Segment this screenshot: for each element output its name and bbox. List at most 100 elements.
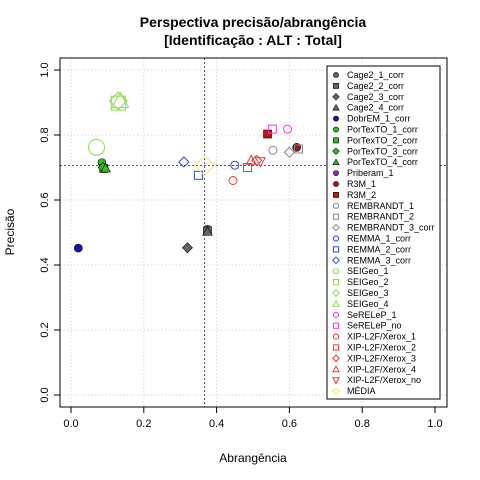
data-point	[182, 242, 193, 254]
legend-marker	[333, 137, 339, 144]
data-point	[283, 124, 293, 134]
legend-marker	[332, 289, 340, 297]
legend-label: SeRELeP_1	[347, 310, 397, 320]
data-point	[245, 154, 257, 165]
legend-marker	[333, 83, 339, 89]
data-point	[294, 144, 303, 154]
x-axis-label: Abrangência	[219, 451, 287, 465]
legend-label: PorTexTO_2_corr	[347, 135, 418, 145]
legend-marker	[333, 126, 339, 133]
legend-marker	[332, 387, 340, 396]
data-point	[193, 154, 216, 177]
legend-marker	[332, 93, 340, 101]
legend-box	[326, 65, 441, 400]
legend-marker	[332, 311, 340, 318]
legend-marker	[333, 192, 339, 198]
chart-title: Perspectiva precisão/abrangência	[140, 14, 367, 30]
data-point	[100, 162, 111, 173]
data-point	[110, 91, 130, 109]
legend-label: XIP-L2F/Xerox_1	[347, 332, 416, 342]
legend-marker	[333, 115, 339, 122]
legend-marker	[332, 299, 340, 307]
legend-marker	[332, 103, 340, 111]
data-points	[73, 91, 303, 254]
legend-marker	[332, 235, 340, 242]
legend-marker	[332, 223, 340, 232]
y-tick-label: 0.8	[39, 127, 51, 142]
legend-label: SEIGeo_2	[347, 277, 389, 287]
legend-marker	[333, 72, 339, 78]
legend-marker	[332, 158, 340, 165]
x-tick-label: 0.0	[63, 418, 78, 430]
chart-subtitle: [Identificação : ALT : Total]	[164, 32, 342, 48]
legend-label: PorTexTO_3_corr	[347, 146, 418, 156]
legend-marker	[332, 365, 340, 373]
y-tick-label: 0.0	[39, 387, 51, 402]
data-point	[73, 243, 83, 253]
legend-label: SEIGeo_4	[347, 299, 389, 309]
legend-label: MÉDIA	[347, 386, 376, 396]
legend-label: Priberam_1	[347, 168, 394, 178]
legend-label: Cage2_3_corr	[347, 92, 404, 102]
legend-label: REMBRANDT_1	[347, 201, 414, 211]
legend-label: REMMA_1_corr	[347, 234, 411, 244]
legend-label: XIP-L2F/Xerox_4	[347, 364, 416, 374]
legend-label: REMBRANDT_3_corr	[347, 223, 435, 233]
legend-marker	[333, 181, 339, 187]
data-point	[193, 170, 203, 180]
legend-marker	[332, 147, 340, 155]
y-tick-label: 1.0	[39, 62, 51, 77]
legend-marker	[332, 333, 340, 340]
data-point	[202, 226, 213, 236]
legend-label: XIP-L2F/Xerox_2	[347, 343, 416, 353]
data-point	[243, 163, 253, 172]
x-tick-label: 0.2	[136, 418, 151, 430]
legend-label: Cage2_4_corr	[347, 103, 404, 113]
legend-marker	[332, 279, 340, 286]
legend: Cage2_1_corrCage2_2_corrCage2_3_corrCage…	[326, 65, 441, 400]
x-tick-label: 0.6	[282, 418, 297, 430]
y-tick-label: 0.6	[39, 192, 51, 207]
data-point	[230, 160, 240, 170]
data-point	[254, 157, 266, 168]
y-tick-label: 0.2	[39, 322, 51, 337]
data-point	[267, 124, 277, 134]
x-axis: 0.0 0.2 0.4 0.6 0.8 1.0	[63, 407, 443, 430]
legend-marker	[332, 268, 340, 275]
legend-label: SEIGeo_3	[347, 288, 389, 298]
legend-label: REMMA_3_corr	[347, 255, 411, 265]
y-axis-label: Precisão	[3, 208, 17, 255]
legend-label: Cage2_2_corr	[347, 81, 404, 91]
reference-lines	[60, 58, 447, 407]
legend-marker	[332, 344, 340, 351]
legend-marker	[332, 202, 340, 209]
y-axis: 0.0 0.2 0.4 0.6 0.8 1.0	[39, 62, 60, 403]
legend-marker	[333, 170, 339, 176]
legend-label: Cage2_1_corr	[347, 70, 404, 80]
data-point	[87, 138, 105, 156]
data-point	[228, 176, 238, 185]
legend-marker	[332, 246, 340, 253]
legend-label: PorTexTO_1_corr	[347, 125, 418, 135]
legend-marker	[332, 322, 340, 329]
data-point	[283, 146, 296, 158]
data-point	[263, 129, 272, 139]
legend-marker	[332, 377, 340, 385]
x-tick-label: 1.0	[427, 418, 442, 430]
data-point	[178, 156, 190, 168]
legend-label: SeRELeP_no	[347, 321, 402, 331]
data-point	[268, 145, 278, 155]
legend-label: XIP-L2F/Xerox_3	[347, 353, 416, 363]
legend-label: REMMA_2_corr	[347, 244, 411, 254]
data-point	[108, 91, 128, 111]
legend-label: DobrEM_1_corr	[347, 114, 411, 124]
legend-label: REMBRANDT_2	[347, 212, 414, 222]
legend-marker	[332, 213, 340, 220]
y-tick-label: 0.4	[39, 257, 51, 272]
x-tick-label: 0.4	[209, 418, 224, 430]
legend-marker	[332, 354, 340, 363]
legend-label: R3M_2	[347, 190, 376, 200]
legend-label: PorTexTO_4_corr	[347, 157, 418, 167]
legend-label: R3M_1	[347, 179, 376, 189]
legend-label: XIP-L2F/Xerox_no	[347, 375, 421, 385]
